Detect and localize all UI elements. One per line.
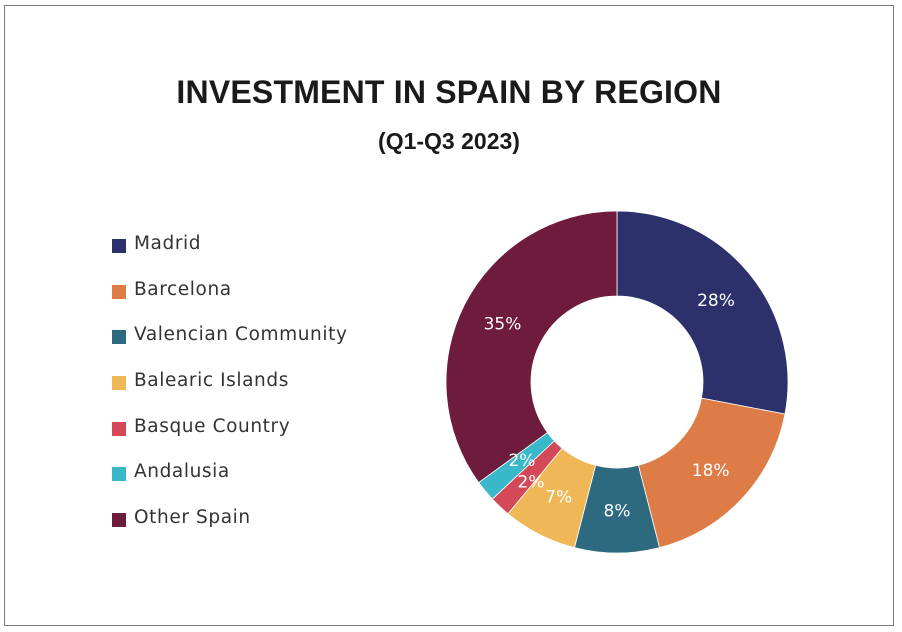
slice-label-balearic-islands: 7% xyxy=(545,487,572,507)
legend-label: Valencian Community xyxy=(134,324,348,346)
legend-label: Madrid xyxy=(134,233,202,254)
legend-swatch xyxy=(112,284,126,299)
legend-item-madrid: Madrid xyxy=(112,231,348,277)
legend-swatch xyxy=(112,421,126,436)
legend-swatch xyxy=(112,239,126,253)
donut-slice-barcelona xyxy=(637,397,786,549)
legend-swatch xyxy=(112,330,126,345)
donut-slices xyxy=(445,210,789,554)
donut-slice-madrid xyxy=(616,210,789,415)
slice-label-barcelona: 18% xyxy=(692,461,730,481)
donut-labels: 28% 18% 8% 7% 2% 2% 35% xyxy=(484,291,735,521)
donut-slice-other-spain xyxy=(445,210,618,484)
legend-item-other-spain: Other Spain xyxy=(112,505,348,551)
legend-label: Balearic Islands xyxy=(134,370,289,392)
slice-label-valencian-community: 8% xyxy=(604,502,631,522)
legend-item-basque-country: Basque Country xyxy=(112,414,348,460)
legend-label: Other Spain xyxy=(134,507,251,529)
legend-label: Basque Country xyxy=(134,415,291,437)
legend-item-andalusia: Andalusia xyxy=(112,459,348,505)
chart-title: INVESTMENT IN SPAIN BY REGION xyxy=(176,74,722,110)
legend-swatch xyxy=(112,467,126,482)
slice-label-madrid: 28% xyxy=(697,291,735,311)
legend-swatch xyxy=(112,513,126,528)
legend-item-barcelona: Barcelona xyxy=(112,277,348,323)
chart-subtitle: (Q1-Q3 2023) xyxy=(378,128,520,154)
slice-label-other-spain: 35% xyxy=(484,315,522,335)
legend: Madrid Barcelona Valencian Community Bal… xyxy=(112,231,348,551)
legend-label: Andalusia xyxy=(134,461,230,483)
legend-label: Barcelona xyxy=(134,278,232,300)
slice-label-basque-country: 2% xyxy=(518,473,545,493)
legend-swatch xyxy=(112,376,126,391)
legend-item-balearic-islands: Balearic Islands xyxy=(112,368,348,414)
slice-label-andalusia: 2% xyxy=(508,451,535,471)
legend-item-valencian-community: Valencian Community xyxy=(112,322,348,368)
